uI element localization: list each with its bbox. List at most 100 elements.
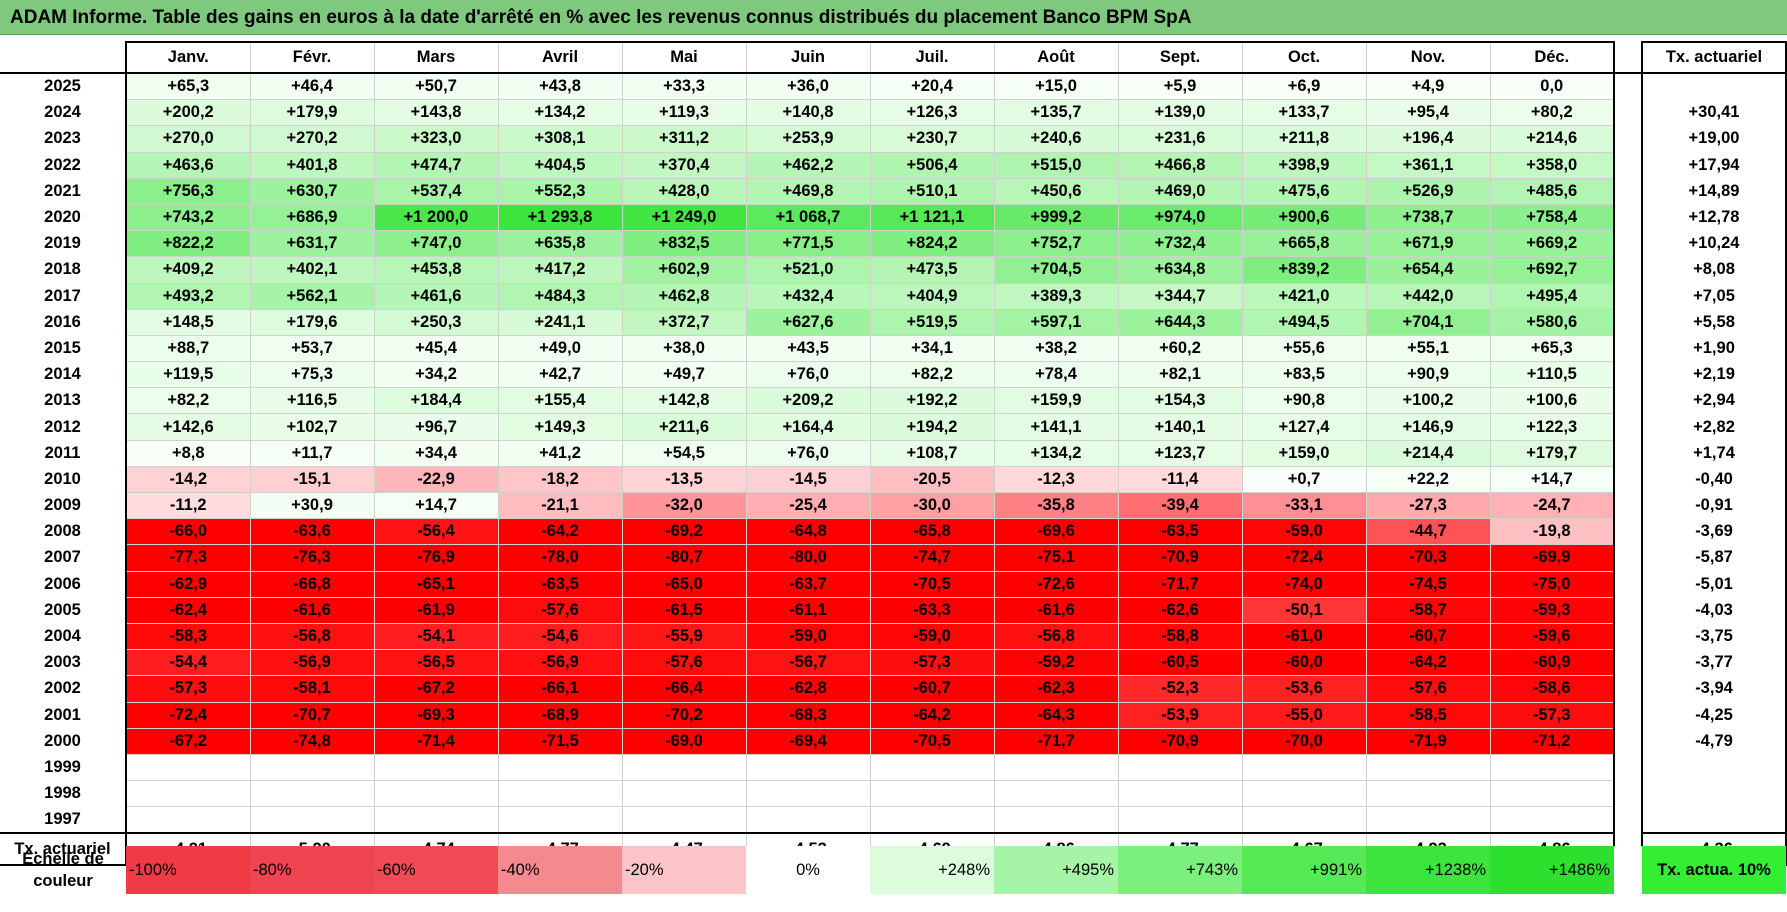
- value-cell: +96,7: [373, 413, 499, 441]
- value-cell: -74,7: [869, 544, 995, 572]
- year-label: 1997: [44, 810, 81, 829]
- value-cell: -70,5: [869, 727, 995, 755]
- value-cell: +49,7: [621, 361, 747, 389]
- value-cell: +90,9: [1365, 361, 1491, 389]
- value-cell: +95,4: [1365, 99, 1491, 127]
- value-cell: -59,0: [1241, 518, 1367, 546]
- value-cell: -58,3: [125, 622, 251, 651]
- value-cell: -63,5: [1117, 518, 1243, 546]
- value-cell: +214,4: [1365, 439, 1491, 467]
- table-row: 2002 -57,3 -58,1 -67,2 -66,1 -66,4 -62,8 -60,7-…: [0, 675, 1787, 703]
- table-row: 2000 -67,2 -74,8 -71,4 -71,5 -69,0 -69,4 -70,5-…: [0, 727, 1787, 755]
- value-cell: -39,4: [1117, 491, 1243, 520]
- month-header: Août: [993, 41, 1119, 74]
- value-cell: -67,2: [125, 727, 251, 755]
- year-label: 2008: [44, 522, 81, 541]
- spacer: [1614, 152, 1642, 179]
- value-cell: -62,8: [745, 675, 871, 703]
- value-cell: -62,9: [125, 570, 251, 598]
- value-cell: +127,4: [1241, 413, 1367, 441]
- value-cell: -70,9: [1117, 544, 1243, 572]
- scale-swatch: -80%: [250, 846, 374, 894]
- value-cell: +323,0: [373, 125, 499, 153]
- value-cell: [497, 806, 623, 834]
- value-cell: -66,4: [621, 675, 747, 703]
- value-cell: +76,0: [745, 361, 871, 389]
- value-cell: 0,0: [1489, 72, 1615, 101]
- month-header: Nov.: [1365, 41, 1491, 74]
- actuarial-rate: [1641, 73, 1787, 100]
- value-cell: +8,8: [125, 439, 251, 467]
- spacer: [1614, 230, 1642, 257]
- actuarial-rate: -4,25: [1641, 702, 1787, 729]
- spacer: [1614, 806, 1642, 834]
- value-cell: +635,8: [497, 230, 623, 258]
- actuarial-rate: +1,90: [1641, 335, 1787, 362]
- value-cell: -58,5: [1365, 701, 1491, 729]
- month-header: Mai: [621, 41, 747, 74]
- value-cell: +75,3: [249, 361, 375, 389]
- value-cell: +462,8: [621, 282, 747, 310]
- value-cell: -25,4: [745, 491, 871, 520]
- spacer: [1614, 754, 1642, 781]
- value-cell: +515,0: [993, 151, 1119, 179]
- table-row: 2008 -66,0 -63,6 -56,4 -64,2 -69,2 -64,8 -65,8-…: [0, 518, 1787, 546]
- value-cell: +231,6: [1117, 125, 1243, 153]
- value-cell: -69,4: [745, 727, 871, 755]
- value-cell: -55,0: [1241, 701, 1367, 729]
- table-row: 2016 +148,5 +179,6 +250,3 +241,1 +372,7 +627,6…: [0, 308, 1787, 336]
- year-label: 2023: [44, 129, 81, 148]
- value-cell: [993, 806, 1119, 834]
- month-header: Sept.: [1117, 41, 1243, 74]
- value-cell: -57,3: [869, 649, 995, 677]
- value-cell: +78,4: [993, 361, 1119, 389]
- spacer: [1614, 99, 1642, 126]
- value-cell: +417,2: [497, 256, 623, 284]
- page-title: ADAM Informe. Table des gains en euros à…: [0, 0, 1787, 35]
- value-cell: +506,4: [869, 151, 995, 179]
- value-cell: +11,7: [249, 439, 375, 467]
- year-label: 2018: [44, 260, 81, 279]
- value-cell: +398,9: [1241, 151, 1367, 179]
- value-cell: +1 068,7: [745, 203, 871, 232]
- actuarial-rate: -0,40: [1641, 466, 1787, 493]
- year-label: 2024: [44, 103, 81, 122]
- value-cell: -13,5: [621, 465, 747, 494]
- spacer: [1614, 283, 1642, 310]
- spacer: [1614, 42, 1642, 74]
- value-cell: +49,0: [497, 334, 623, 363]
- value-cell: [1489, 806, 1615, 834]
- scale-swatch: +248%: [870, 846, 994, 894]
- spacer: [1614, 204, 1642, 231]
- value-cell: [1241, 753, 1367, 782]
- value-cell: -64,3: [993, 701, 1119, 729]
- value-cell: +82,1: [1117, 361, 1243, 389]
- value-cell: +634,8: [1117, 256, 1243, 284]
- value-cell: [869, 753, 995, 782]
- table-row: 2005 -62,4 -61,6 -61,9 -57,6 -61,5 -61,1 -63,3-…: [0, 596, 1787, 624]
- table-row: 2011 +8,8 +11,7 +34,4 +41,2 +54,5 +76,0 +108,7 +…: [0, 439, 1787, 467]
- value-cell: +824,2: [869, 230, 995, 258]
- value-cell: -14,5: [745, 465, 871, 494]
- table-row: 2004 -58,3 -56,8 -54,1 -54,6 -55,9 -59,0 -59,0-…: [0, 622, 1787, 651]
- year-label: 2021: [44, 181, 81, 200]
- value-cell: +143,8: [373, 99, 499, 127]
- actuarial-rate: +14,89: [1641, 178, 1787, 205]
- value-cell: -54,4: [125, 649, 251, 677]
- spacer: [1614, 309, 1642, 336]
- value-cell: +461,6: [373, 282, 499, 310]
- value-cell: -69,0: [621, 727, 747, 755]
- month-header: Oct.: [1241, 41, 1367, 74]
- year-label: 2003: [44, 653, 81, 672]
- value-cell: [869, 806, 995, 834]
- value-cell: +974,0: [1117, 203, 1243, 232]
- table-row: 2013 +82,2 +116,5 +184,4 +155,4 +142,8 +209,2 +…: [0, 387, 1787, 415]
- value-cell: +14,7: [1489, 465, 1615, 494]
- value-cell: [1241, 780, 1367, 808]
- spacer: [1614, 518, 1642, 545]
- year-label: 2020: [44, 208, 81, 227]
- value-cell: +644,3: [1117, 308, 1243, 336]
- spacer: [1614, 335, 1642, 362]
- value-cell: -61,5: [621, 596, 747, 624]
- value-cell: +665,8: [1241, 230, 1367, 258]
